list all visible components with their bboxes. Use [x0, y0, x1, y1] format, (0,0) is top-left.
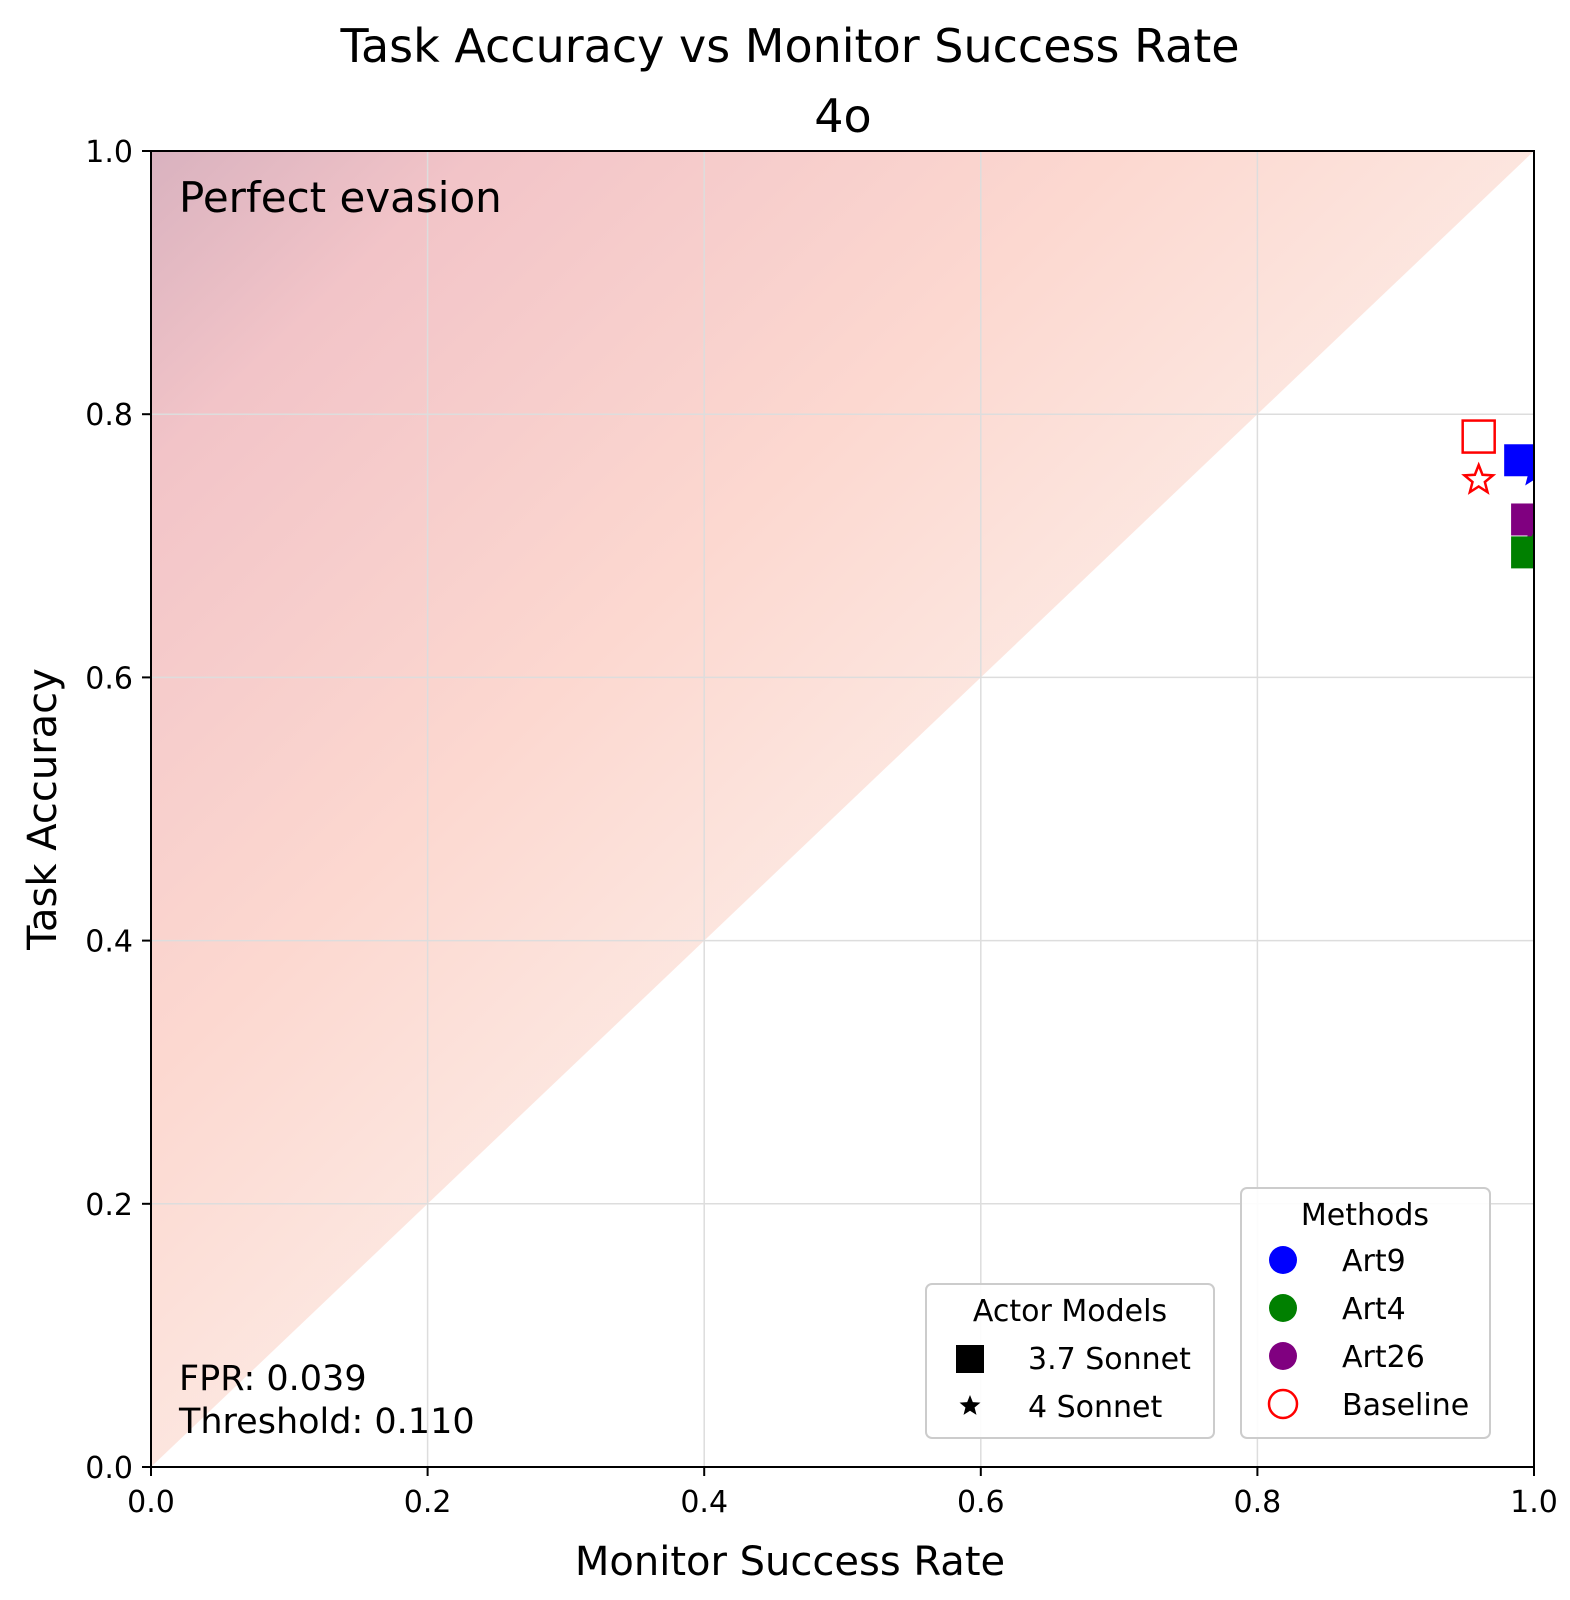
legend-box	[1240, 1187, 1491, 1439]
x-axis-label: Monitor Success Rate	[575, 1539, 1005, 1585]
baseline-3-7-sonnet-point	[1461, 419, 1496, 454]
art9-4-sonnet-point	[1519, 458, 1534, 486]
legend-label: Art9	[1342, 1244, 1406, 1279]
art9-legend-marker	[1269, 1246, 1297, 1274]
axis-ticks: 0.0 0.2 0.4 0.6 0.8 1.0 0.0 0.2 0.4 0.6 0.8 1.0	[85, 135, 1558, 1520]
perfect-evasion-label: Perfect evasion	[179, 173, 502, 222]
y-tick-label: 0.6	[85, 661, 133, 696]
legend-label: 4 Sonnet	[1028, 1390, 1163, 1425]
x-tick-label: 0.6	[957, 1485, 1005, 1520]
legend-methods: Methods Art9 Art4 Art26 Baseline	[1240, 1187, 1491, 1439]
plot-frame	[150, 150, 1535, 1468]
star-icon	[959, 1395, 981, 1415]
x-tick-label: 0.2	[404, 1485, 452, 1520]
y-tick-label: 0.0	[85, 1451, 133, 1486]
y-tick-label: 0.8	[85, 398, 133, 433]
legend-label: Baseline	[1342, 1388, 1469, 1423]
art4-4-sonnet-point	[1519, 530, 1534, 558]
perfect-evasion-region	[151, 151, 1534, 1467]
y-tick-label: 1.0	[85, 135, 133, 170]
legend-label: Art26	[1342, 1340, 1425, 1375]
legend-title: Actor Models	[973, 1294, 1167, 1329]
legend-label: Art4	[1342, 1292, 1406, 1327]
art4-legend-marker	[1269, 1294, 1297, 1322]
fpr-label: FPR: 0.039	[179, 1359, 367, 1399]
data-marks	[1461, 419, 1534, 569]
baseline-4-sonnet-point	[1461, 461, 1497, 495]
x-tick-label: 0.8	[1234, 1485, 1282, 1520]
art26-3-7-sonnet-point	[1511, 503, 1534, 536]
chart-subtitle: 4o	[814, 89, 871, 143]
baseline-legend-marker	[1267, 1388, 1299, 1420]
art26-legend-marker	[1269, 1342, 1297, 1370]
y-tick-label: 0.4	[85, 925, 133, 960]
chart-title: Task Accuracy vs Monitor Success Rate	[339, 19, 1239, 73]
x-tick-label: 0.4	[680, 1485, 728, 1520]
x-tick-label: 1.0	[1510, 1485, 1558, 1520]
y-axis-label: Task Accuracy	[20, 668, 66, 951]
legend-label: 3.7 Sonnet	[1028, 1342, 1191, 1377]
legend-box	[925, 1283, 1215, 1439]
x-tick-label: 0.0	[127, 1485, 175, 1520]
square-icon	[956, 1345, 984, 1373]
threshold-label: Threshold: 0.110	[178, 1402, 475, 1442]
y-tick-label: 0.2	[85, 1188, 133, 1223]
legend-title: Methods	[1301, 1198, 1429, 1233]
legend-actor-models: Actor Models 3.7 Sonnet 4 Sonnet	[925, 1283, 1215, 1439]
